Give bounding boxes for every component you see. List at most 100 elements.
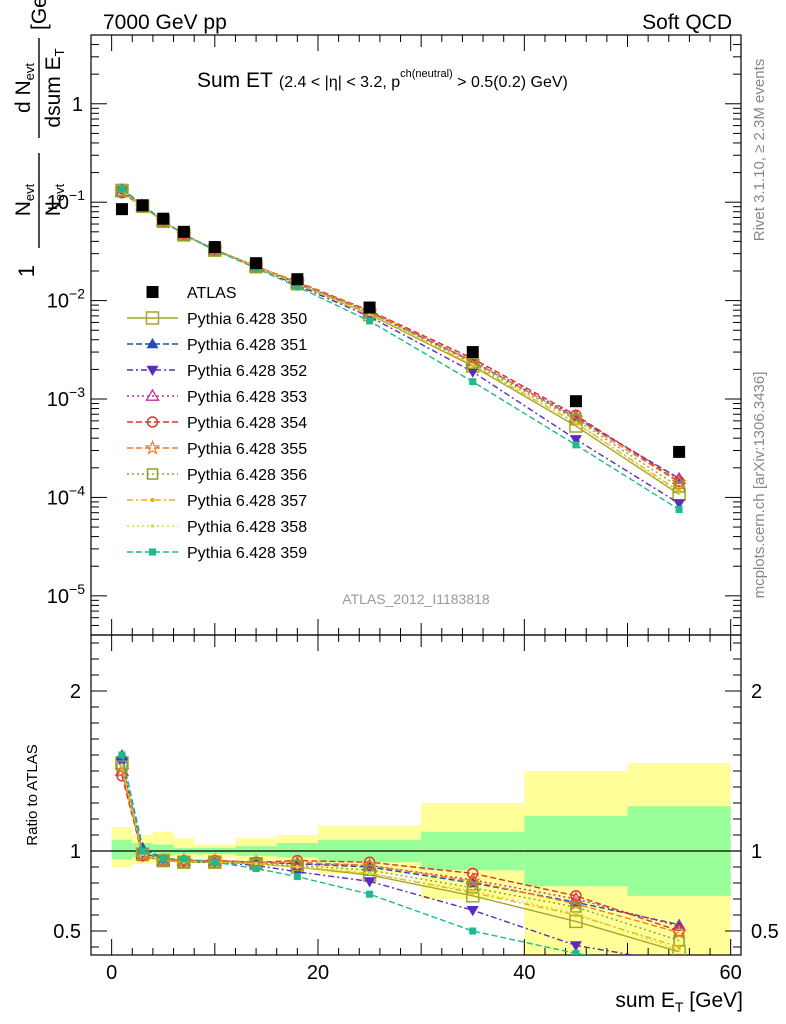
ratio-point-s4-0 xyxy=(114,763,130,776)
ratio-series-10 xyxy=(118,751,683,973)
ratio-point-s3-8 xyxy=(466,906,479,917)
legend-marker-5-shape xyxy=(146,416,159,428)
legend-item-10: Pythia 6.428 359 xyxy=(127,545,307,562)
ratio-stat-band-6 xyxy=(276,843,318,858)
legend-marker-7 xyxy=(146,468,159,480)
ratio-point-s7-0 xyxy=(116,760,128,772)
ratio-point-s4-0-shape xyxy=(114,763,130,776)
legend-label-0: ATLAS xyxy=(187,285,237,302)
rivet-label: Rivet 3.1.10, ≥ 2.3M events xyxy=(751,59,768,242)
main-point-s3-8-shape xyxy=(466,367,479,378)
main-point-s10-10 xyxy=(675,505,683,513)
legend-item-9: Pythia 6.428 358 xyxy=(127,519,307,536)
ratio-point-s3-10 xyxy=(673,959,685,969)
energy-label: 7000 GeV pp xyxy=(103,11,227,34)
ratio-point-s8-10-shape xyxy=(676,944,682,950)
legend-item-1: Pythia 6.428 350 xyxy=(127,311,307,328)
svg-text:1: 1 xyxy=(14,265,39,277)
ratio-point-s5-8 xyxy=(467,867,479,880)
main-point-s9-10-shape xyxy=(677,491,681,495)
legend-marker-1 xyxy=(145,311,160,325)
atlas-point-0 xyxy=(115,203,128,216)
ratio-point-s9-7-shape xyxy=(367,871,372,876)
ratio-point-s9-0-shape xyxy=(120,763,124,767)
atlas-point-3 xyxy=(177,225,190,238)
y-label-denominator: dsum ET xyxy=(42,48,67,127)
mcplots-label: mcplots.cern.ch [arXiv:1306.3436] xyxy=(751,372,768,599)
x-axis-label: sum ET [GeV] xyxy=(615,989,743,1015)
legend-label-1: Pythia 6.428 350 xyxy=(187,311,307,328)
ratio-point-s10-2 xyxy=(159,855,167,863)
ratio-point-s9-10 xyxy=(677,948,681,952)
y-label-numerator: d Nevt xyxy=(12,63,37,113)
ratio-y-tick-label-right: 0.5 xyxy=(751,921,779,943)
ratio-point-s10-3-shape xyxy=(180,855,188,863)
legend-marker-2-shape xyxy=(146,338,159,349)
ratio-point-s9-10-shape xyxy=(677,948,681,952)
atlas-point-0-shape xyxy=(115,203,128,216)
ratio-x-tick-label: 40 xyxy=(513,962,535,984)
ratio-point-s9-6-shape xyxy=(295,865,299,869)
main-series-4 xyxy=(114,184,687,484)
main-point-s10-8-shape xyxy=(469,378,477,386)
ratio-point-s9-8 xyxy=(471,889,475,893)
ratio-point-s5-9 xyxy=(570,890,582,902)
ratio-series-line-10 xyxy=(121,754,591,955)
ratio-x-tick-label: 60 xyxy=(720,962,742,984)
ratio-point-s9-9 xyxy=(574,911,578,916)
atlas-point-10-shape xyxy=(673,445,686,458)
main-point-s3-10 xyxy=(673,499,686,510)
main-axes: 1 10−1 10−2 10−3 10−4 10−5 xyxy=(47,34,741,636)
atlas-point-8-shape xyxy=(466,346,479,359)
ratio-point-s10-6 xyxy=(293,873,301,881)
ratio-point-s10-2-shape xyxy=(159,855,167,863)
main-point-s9-8 xyxy=(471,362,475,366)
ratio-stat-band-2 xyxy=(152,844,174,856)
ratio-x-tick-label: 20 xyxy=(307,962,329,984)
ratio-y-tick-label: 1 xyxy=(70,841,81,863)
main-point-s3-9-shape xyxy=(569,435,582,446)
legend-marker-0 xyxy=(146,286,159,298)
atlas-point-2 xyxy=(157,212,170,225)
legend-marker-5 xyxy=(146,416,159,428)
legend-marker-6 xyxy=(144,439,161,455)
y-label-n-evt-top: Nevt xyxy=(12,183,37,216)
legend-label-9: Pythia 6.428 358 xyxy=(187,519,307,536)
legend-marker-6-shape xyxy=(144,439,161,455)
main-y-label: 1 Nevt Nevt d Nevt dsum ET [GeV-1] xyxy=(12,0,67,277)
ratio-point-s10-5 xyxy=(252,865,260,873)
atlas-point-4-shape xyxy=(208,241,221,254)
ratio-y-tick-label: 2 xyxy=(70,681,81,703)
ratio-series xyxy=(114,749,687,973)
main-point-s10-9-shape xyxy=(572,441,580,449)
atlas-point-9-shape xyxy=(569,395,582,408)
main-series-2 xyxy=(115,183,686,483)
legend-label-5: Pythia 6.428 354 xyxy=(187,415,307,432)
ratio-point-s10-7-shape xyxy=(366,890,374,898)
ratio-point-s3-10-shape xyxy=(673,959,685,969)
ratio-point-s9-9-shape xyxy=(574,911,578,916)
atlas-point-6 xyxy=(291,273,304,286)
ratio-point-s6-7 xyxy=(361,857,378,873)
main-point-s10-7-shape xyxy=(366,317,374,325)
main-point-s10-6-shape xyxy=(293,283,301,291)
ratio-point-s5-8-shape xyxy=(467,867,479,880)
main-point-s10-0 xyxy=(118,185,126,193)
main-point-s10-0-shape xyxy=(118,185,126,193)
main-y-tick-label: 1 xyxy=(72,94,83,116)
ratio-point-s10-10 xyxy=(676,966,683,973)
ratio-point-s10-9 xyxy=(572,949,580,955)
ratio-point-s10-8 xyxy=(469,927,477,935)
ratio-point-s7-0-shape xyxy=(116,760,128,772)
ratio-point-s9-7 xyxy=(367,871,372,876)
legend-label-2: Pythia 6.428 351 xyxy=(187,337,307,354)
atlas-data xyxy=(115,199,686,458)
legend-label-3: Pythia 6.428 352 xyxy=(187,363,307,380)
atlas-point-5-shape xyxy=(250,257,263,270)
main-series-line-7 xyxy=(121,190,680,488)
atlas-point-3-shape xyxy=(177,225,190,238)
legend-label-10: Pythia 6.428 359 xyxy=(187,545,307,562)
ratio-point-s10-1-shape xyxy=(139,847,147,855)
legend-marker-9-shape xyxy=(150,524,155,528)
main-point-s6-10-shape xyxy=(671,474,687,490)
